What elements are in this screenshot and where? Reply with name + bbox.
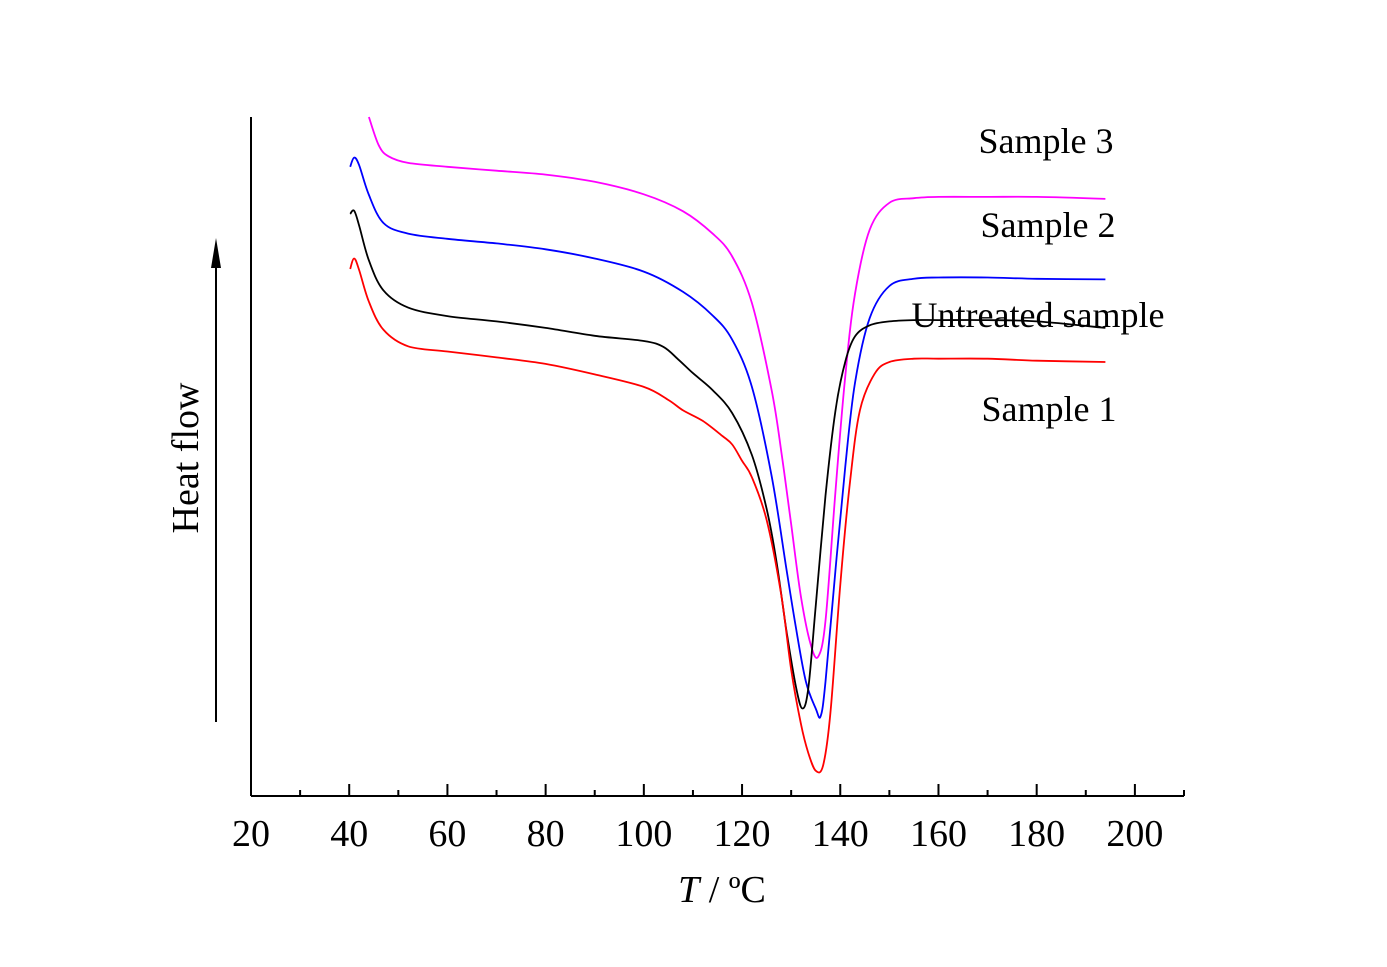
x-tick-label: 160 <box>910 813 967 855</box>
x-tick-label: 200 <box>1106 813 1163 855</box>
series-labels: Sample 3 Sample 2 Untreated sample Sample 1 <box>912 121 1165 429</box>
x-tick-label: 20 <box>232 813 270 855</box>
plot-lines <box>349 116 1106 774</box>
x-axis-unit: / ºC <box>699 869 766 911</box>
axes: 20 40 60 80 100 120 140 160 180 200 <box>211 117 1185 855</box>
series-label-sample-1: Sample 1 <box>982 389 1117 429</box>
y-axis-title: Heat flow <box>165 382 207 533</box>
series-line-sample-1 <box>349 257 1106 774</box>
x-tick-label: 180 <box>1008 813 1065 855</box>
x-tick-label: 40 <box>330 813 368 855</box>
series-label-sample-2: Sample 2 <box>981 205 1116 245</box>
x-tick-label: 100 <box>615 813 672 855</box>
series-label-untreated-sample: Untreated sample <box>912 295 1165 335</box>
x-tick-label: 140 <box>812 813 869 855</box>
series-line-sample-2 <box>349 156 1106 719</box>
x-tick-label: 80 <box>527 813 565 855</box>
heat-flow-arrow-head <box>211 238 221 268</box>
x-axis-variable: T <box>678 869 702 911</box>
series-line-untreated-sample <box>349 209 1106 710</box>
x-tick-label: 60 <box>428 813 466 855</box>
series-line-sample-3 <box>368 116 1106 659</box>
x-axis-title: T / ºC <box>678 869 766 911</box>
x-tick-label: 120 <box>714 813 771 855</box>
series-label-sample-3: Sample 3 <box>979 121 1114 161</box>
